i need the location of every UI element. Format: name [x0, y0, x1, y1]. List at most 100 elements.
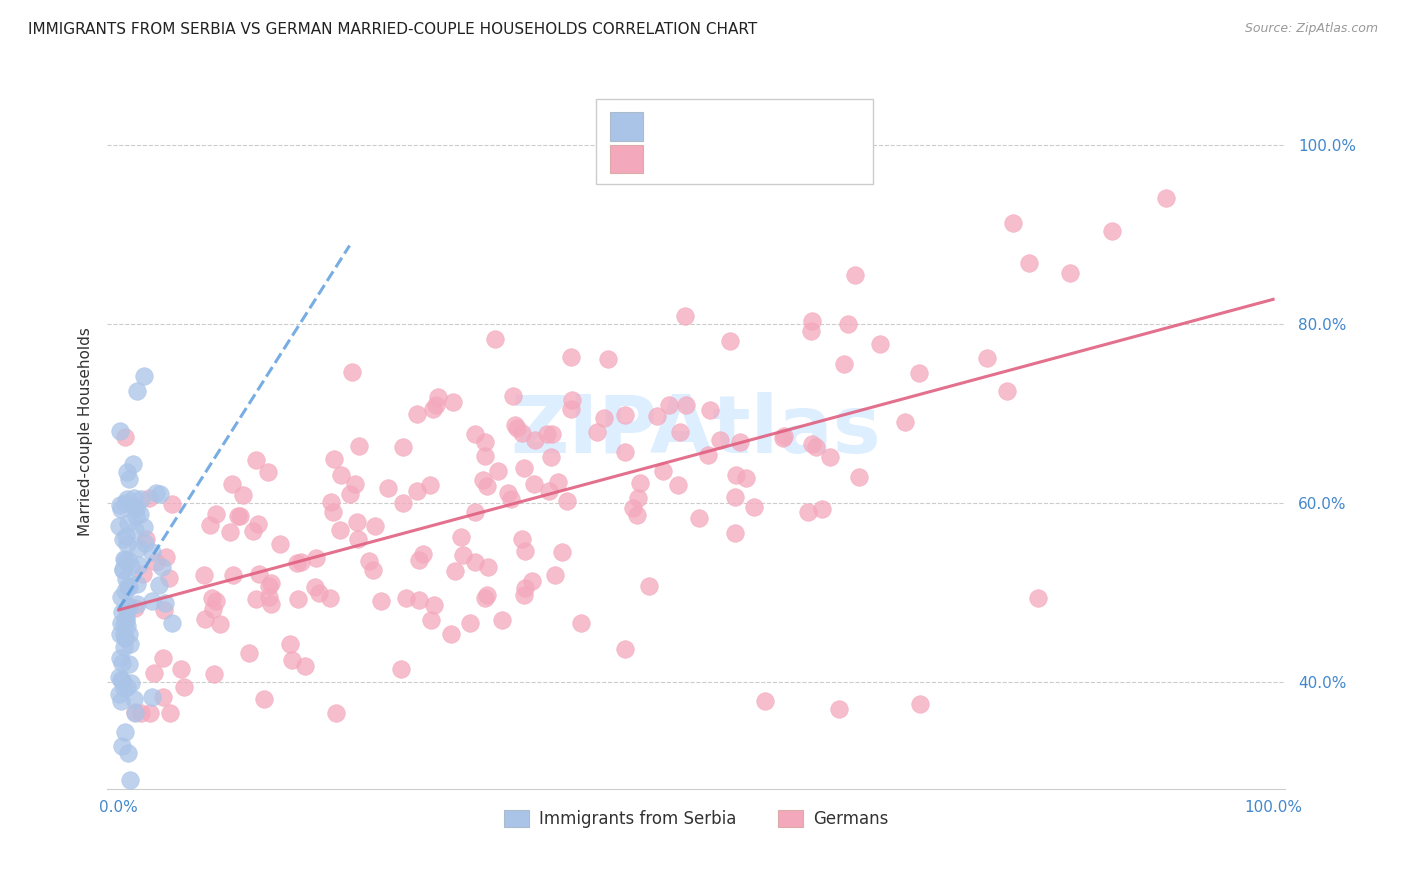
Point	[115, 610, 138, 624]
Point	[699, 402, 721, 417]
Point	[112, 562, 135, 576]
Point	[613, 642, 636, 657]
Point	[593, 410, 616, 425]
Text: ZIPAtlas: ZIPAtlas	[510, 392, 882, 470]
Point	[340, 364, 363, 378]
Text: R =: R =	[657, 118, 696, 136]
Point	[319, 591, 342, 606]
Point	[499, 492, 522, 507]
Point	[697, 449, 720, 463]
Point	[124, 523, 146, 537]
Point	[720, 334, 742, 348]
Point	[287, 592, 309, 607]
Point	[464, 426, 486, 441]
Point	[666, 477, 689, 491]
Point	[114, 725, 136, 739]
Point	[496, 485, 519, 500]
Point	[796, 506, 818, 520]
Point	[122, 500, 145, 514]
Point	[124, 692, 146, 706]
Point	[110, 501, 132, 516]
Point	[229, 509, 252, 524]
Point	[419, 478, 441, 492]
Point	[110, 673, 132, 687]
Point	[238, 646, 260, 660]
Point	[688, 511, 710, 525]
Point	[118, 581, 141, 595]
Point	[408, 553, 430, 567]
Point	[125, 502, 148, 516]
Point	[247, 516, 270, 531]
Point	[132, 369, 155, 384]
Point	[129, 706, 152, 720]
Point	[364, 518, 387, 533]
Point	[108, 498, 131, 512]
Point	[408, 593, 430, 607]
Point	[108, 651, 131, 665]
Point	[772, 428, 794, 442]
Point	[134, 536, 156, 550]
Point	[115, 465, 138, 479]
Point	[628, 476, 651, 491]
Point	[159, 706, 181, 720]
Point	[118, 472, 141, 486]
Point	[202, 602, 225, 616]
Point	[112, 551, 135, 566]
Point	[486, 464, 509, 478]
Point	[561, 392, 583, 407]
Point	[115, 619, 138, 633]
Point	[222, 568, 245, 582]
Point	[247, 566, 270, 581]
Point	[110, 590, 132, 604]
Point	[420, 613, 443, 627]
Point	[117, 600, 139, 615]
Point	[111, 739, 134, 754]
Point	[569, 616, 592, 631]
Point	[117, 681, 139, 695]
Point	[120, 559, 142, 574]
Point	[108, 670, 131, 684]
Point	[451, 548, 474, 562]
Point	[555, 493, 578, 508]
Text: R =: R =	[657, 150, 696, 168]
Point	[114, 496, 136, 510]
Point	[111, 605, 134, 619]
Point	[471, 473, 494, 487]
Point	[627, 491, 650, 505]
Point	[117, 746, 139, 760]
Point	[523, 477, 546, 491]
Point	[112, 617, 135, 632]
Point	[626, 508, 648, 522]
Point	[503, 418, 526, 433]
Point	[117, 537, 139, 551]
Point	[124, 601, 146, 615]
Point	[502, 389, 524, 403]
Point	[115, 604, 138, 618]
Point	[232, 488, 254, 502]
Point	[477, 588, 499, 602]
Point	[122, 491, 145, 505]
Point	[145, 555, 167, 569]
Point	[510, 425, 533, 440]
Point	[112, 640, 135, 654]
Point	[673, 309, 696, 323]
Point	[725, 467, 748, 482]
Point	[157, 571, 180, 585]
Point	[391, 440, 413, 454]
FancyBboxPatch shape	[596, 100, 873, 184]
Text: 0.673: 0.673	[702, 150, 754, 168]
Point	[138, 706, 160, 720]
Point	[117, 579, 139, 593]
Point	[193, 568, 215, 582]
Point	[800, 437, 823, 451]
Point	[112, 532, 135, 546]
Text: N =: N =	[758, 150, 814, 168]
Point	[121, 457, 143, 471]
Point	[440, 627, 463, 641]
Point	[510, 533, 533, 547]
Point	[128, 558, 150, 573]
Point	[523, 433, 546, 447]
Point	[832, 358, 855, 372]
Point	[148, 578, 170, 592]
Point	[464, 505, 486, 519]
